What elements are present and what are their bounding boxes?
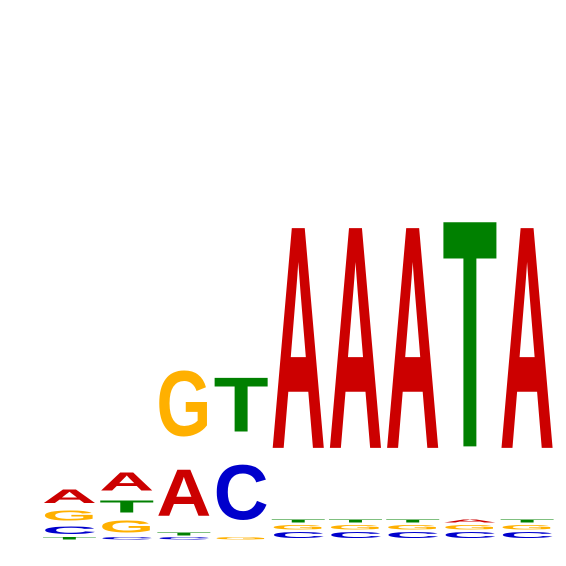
logo-letter-g-col8: G	[442, 524, 497, 531]
logo-letter-g-col5: G	[271, 524, 326, 531]
logo-letter-g-col7: G	[385, 524, 440, 531]
logo-letter-c-col6: C	[328, 531, 383, 540]
logo-letter-a-col1: A	[42, 485, 97, 507]
logo-letter-c-col3: C	[156, 536, 211, 540]
logo-letter-c-col2: C	[99, 536, 154, 540]
logo-letter-g-col4: G	[214, 536, 269, 540]
logo-letter-a-col9: A	[500, 160, 555, 516]
logo-letter-c-col5: C	[271, 531, 326, 540]
logo-letter-c-col7: C	[385, 531, 440, 540]
logo-letter-a-col5: A	[271, 160, 326, 516]
logo-letter-a-col2: A	[99, 467, 154, 496]
logo-letter-t-col8: T	[442, 152, 497, 516]
logo-letter-g-col3: G	[156, 352, 211, 456]
logo-letter-g-col6: G	[328, 524, 383, 531]
logo-letter-c-col1: C	[42, 524, 97, 537]
logo-letter-t-col3: T	[156, 531, 211, 537]
logo-letter-t-col1: T	[42, 536, 97, 540]
logo-letter-t-col4: T	[214, 361, 269, 448]
logo-letter-t-col2: T	[99, 496, 154, 516]
logo-letter-t-col5: T	[271, 518, 326, 524]
logo-letter-g-col9: G	[500, 524, 555, 531]
logo-letter-g-col2: G	[99, 516, 154, 536]
logo-letter-a-col3: A	[156, 456, 211, 531]
logo-letter-t-col6: T	[328, 518, 383, 524]
logo-letter-c-col8: C	[442, 531, 497, 540]
logo-letter-a-col8: A	[442, 518, 497, 523]
logo-letter-g-col1: G	[42, 507, 97, 523]
logo-letter-t-col7: T	[385, 518, 440, 524]
logo-letter-a-col7: A	[385, 160, 440, 516]
logo-letter-c-col9: C	[500, 531, 555, 540]
logo-letter-a-col6: A	[328, 160, 383, 516]
logo-letter-t-col9: T	[500, 518, 555, 524]
logo-letter-c-col4: C	[214, 449, 269, 536]
